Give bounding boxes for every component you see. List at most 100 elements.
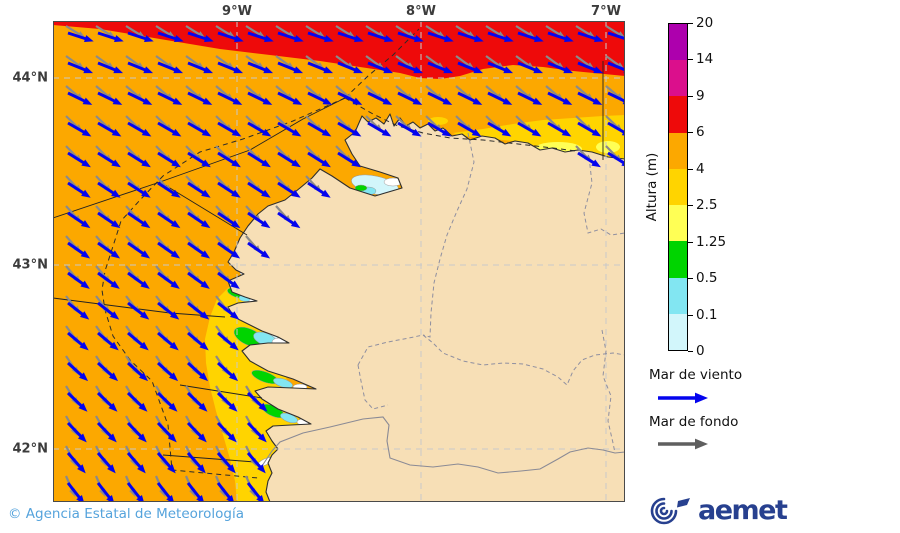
copyright-text: © Agencia Estatal de Meteorología: [8, 506, 245, 522]
wind-arrow: [217, 211, 241, 229]
wind-arrow: [217, 121, 242, 137]
legend-tick-label: 6: [696, 124, 705, 141]
wind-arrow: [247, 241, 271, 259]
wind-arrow: [97, 301, 120, 320]
legend-tick-label: 2.5: [696, 197, 718, 214]
wind-arrow: [427, 121, 452, 137]
legend-tick-mark: [688, 95, 693, 97]
wind-arrow: [217, 31, 244, 42]
wind-arrow: [67, 31, 94, 42]
wind-arrow: [607, 61, 625, 74]
longitude-tick-label: 7°W: [591, 4, 621, 19]
wind-arrow: [187, 181, 211, 198]
wind-arrow: [67, 241, 91, 259]
wind-arrow: [217, 151, 241, 168]
wind-arrow: [96, 452, 116, 474]
wind-arrow: [97, 31, 124, 42]
wind-arrow: [157, 331, 179, 351]
wind-arrow: [97, 181, 121, 198]
wind-arrow: [97, 241, 121, 259]
arrow-layer: [64, 25, 625, 502]
wind-arrow: [186, 361, 209, 382]
wind-arrow: [157, 121, 182, 137]
wind-arrow: [67, 271, 90, 289]
wind-arrow: [187, 301, 210, 320]
wind-arrow: [487, 121, 512, 137]
wind-arrow: [97, 331, 119, 351]
wind-arrow: [127, 271, 150, 289]
wind-arrow: [457, 91, 483, 105]
wind-arrow: [367, 61, 394, 74]
legend-color-bar: [668, 23, 688, 351]
wind-arrow: [127, 61, 154, 74]
legend-title: Altura (m): [644, 152, 660, 222]
wind-arrow: [307, 31, 334, 42]
aemet-logo: aemet: [642, 494, 788, 528]
wind-arrow: [517, 31, 544, 42]
wind-arrow: [307, 121, 332, 137]
wind-arrow: [187, 91, 213, 105]
latitude-tick-label: 42°N: [12, 441, 48, 457]
legend-tick-mark: [688, 314, 693, 316]
wind-arrow: [307, 91, 333, 105]
wind-arrow: [607, 91, 625, 105]
wind-arrow: [577, 121, 602, 137]
legend-tick-label: 9: [696, 87, 705, 104]
wind-arrow: [97, 151, 121, 168]
wind-arrow: [577, 31, 604, 42]
wind-arrow: [487, 31, 514, 42]
wind-arrow: [427, 31, 454, 42]
wind-arrow: [157, 151, 181, 168]
legend-tick-mark: [688, 351, 693, 352]
wind-arrow: [247, 151, 271, 168]
wind-arrow: [217, 91, 243, 105]
wind-arrow: [577, 61, 604, 74]
legend-tick-label: 14: [696, 51, 714, 68]
wind-arrow: [156, 361, 179, 382]
wind-arrow: [307, 61, 334, 74]
wind-arrow: [127, 331, 149, 351]
wind-arrow: [246, 391, 268, 412]
wind-sea-arrow-icon: [658, 392, 708, 404]
wind-arrow: [126, 421, 147, 443]
wind-arrow: [337, 91, 363, 105]
wind-sea-label: Mar de viento: [649, 367, 743, 383]
latitude-tick-label: 44°N: [12, 70, 48, 86]
wind-arrow: [97, 271, 120, 289]
legend-tick-label: 0.1: [696, 306, 718, 323]
wind-arrow: [127, 301, 150, 320]
swell-arrow-icon: [658, 438, 708, 450]
wind-arrow: [127, 151, 151, 168]
wind-arrow: [126, 391, 148, 412]
wind-arrow: [186, 452, 206, 474]
wind-arrow: [217, 241, 241, 259]
legend-color-segment: [669, 241, 687, 278]
wind-arrow: [187, 271, 210, 289]
legend-color-segment: [669, 96, 687, 133]
wind-arrow: [187, 211, 211, 229]
wind-arrow: [156, 391, 178, 412]
wind-arrow: [487, 91, 513, 105]
legend-tick-mark: [688, 132, 693, 134]
wind-arrow: [217, 301, 240, 320]
wind-arrow: [67, 331, 89, 351]
wind-arrow: [66, 391, 88, 412]
river-mino: [261, 416, 625, 474]
wind-arrow: [67, 211, 91, 229]
wind-arrow: [187, 31, 214, 42]
wind-arrow: [127, 121, 152, 137]
wind-arrow: [157, 301, 180, 320]
latitude-tick-label: 43°N: [12, 257, 48, 273]
wind-arrow: [67, 151, 91, 168]
wind-arrow: [577, 91, 603, 105]
wind-arrow: [547, 121, 572, 137]
wind-arrow: [607, 31, 625, 42]
legend-tick-mark: [688, 59, 693, 61]
wind-arrow: [127, 211, 151, 229]
wind-arrow: [216, 361, 239, 382]
wind-arrow: [607, 151, 625, 168]
wind-arrow: [127, 91, 153, 105]
wind-arrow: [457, 121, 482, 137]
wind-arrow: [337, 61, 364, 74]
